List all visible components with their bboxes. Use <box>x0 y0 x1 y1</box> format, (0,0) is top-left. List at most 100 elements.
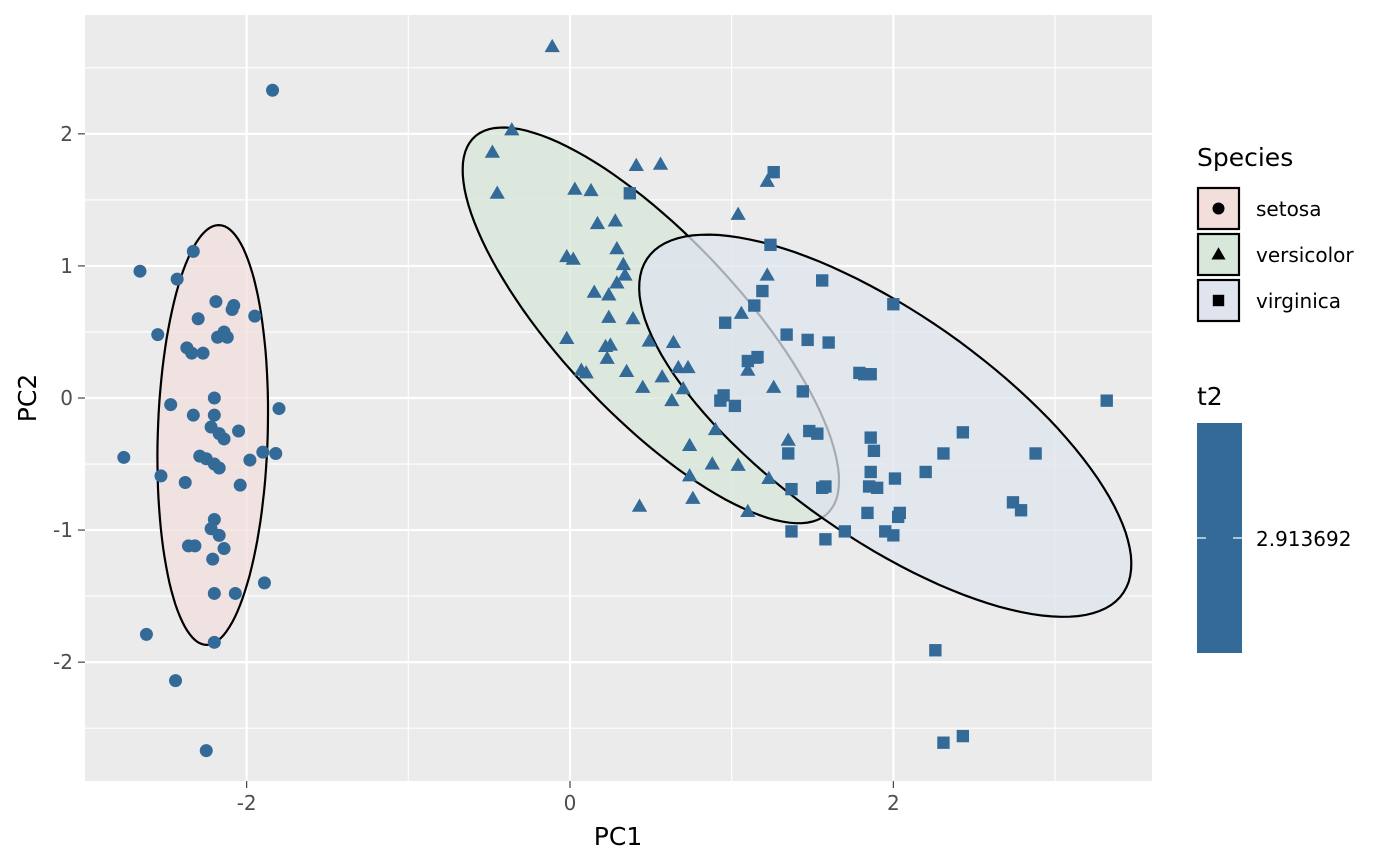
point-setosa <box>207 635 221 649</box>
point-virginica <box>892 510 905 524</box>
point-versicolor <box>586 284 602 298</box>
legend-species: Species setosa versicolor virginica <box>1196 143 1354 323</box>
point-setosa <box>257 576 271 590</box>
point-virginica <box>956 426 970 439</box>
point-setosa <box>117 450 131 464</box>
point-setosa <box>217 542 231 556</box>
point-versicolor <box>654 369 670 383</box>
point-setosa <box>212 461 226 475</box>
point-versicolor <box>631 498 648 512</box>
point-versicolor <box>599 350 615 364</box>
point-versicolor <box>641 333 657 347</box>
point-versicolor <box>628 157 644 172</box>
point-setosa <box>133 264 147 278</box>
point-setosa <box>164 398 178 412</box>
point-versicolor <box>617 267 633 281</box>
point-versicolor <box>567 181 583 195</box>
confidence-ellipses <box>156 126 1133 647</box>
point-versicolor <box>707 421 724 436</box>
point-versicolor <box>670 359 686 374</box>
point-versicolor <box>740 503 756 518</box>
point-virginica <box>816 481 829 494</box>
y-tick-label: 2 <box>60 122 73 146</box>
point-setosa <box>232 424 246 438</box>
y-axis-title: PC2 <box>13 374 42 422</box>
point-setosa <box>207 408 221 422</box>
point-setosa <box>233 478 247 492</box>
point-virginica <box>801 333 814 347</box>
point-setosa <box>225 303 239 317</box>
point-virginica <box>756 284 769 298</box>
point-virginica <box>767 165 780 179</box>
point-setosa <box>196 346 210 360</box>
point-setosa <box>207 391 221 405</box>
point-virginica <box>937 447 950 460</box>
point-setosa <box>269 446 283 460</box>
point-versicolor <box>685 490 701 504</box>
point-versicolor <box>740 362 756 376</box>
point-virginica <box>864 431 877 444</box>
point-virginica <box>867 444 881 458</box>
point-virginica <box>796 385 809 398</box>
point-versicolor <box>544 38 560 53</box>
point-setosa <box>228 586 242 600</box>
point-setosa <box>248 309 262 323</box>
point-setosa <box>169 674 183 688</box>
point-setosa <box>266 83 280 97</box>
legend-symbol-versicolor <box>1211 247 1226 260</box>
x-tick-label: 2 <box>887 791 900 815</box>
point-setosa <box>256 445 270 459</box>
point-versicolor <box>780 432 796 446</box>
x-tick-label: 0 <box>564 791 577 815</box>
legend-t2-title: t2 <box>1197 382 1223 411</box>
point-virginica <box>728 399 742 413</box>
point-versicolor <box>565 251 581 265</box>
x-tick-label: -2 <box>237 791 257 815</box>
y-tick-label: -2 <box>53 650 73 674</box>
point-setosa <box>211 330 225 344</box>
point-virginica <box>838 525 852 538</box>
point-virginica <box>887 298 900 311</box>
point-virginica <box>919 465 932 479</box>
point-virginica <box>819 533 832 546</box>
legend-t2: t2 2.913692 <box>1197 382 1351 653</box>
point-versicolor <box>766 379 782 393</box>
y-tick-label: 1 <box>60 254 73 278</box>
point-setosa <box>151 328 165 342</box>
ellipse-setosa <box>156 223 270 647</box>
point-virginica <box>887 529 900 542</box>
point-versicolor <box>625 310 641 325</box>
point-setosa <box>188 539 202 553</box>
point-virginica <box>937 736 950 749</box>
point-setosa <box>212 528 226 542</box>
legend-key-setosa <box>1196 186 1241 231</box>
point-setosa <box>220 330 234 344</box>
point-virginica <box>623 187 636 200</box>
point-virginica <box>1014 504 1028 517</box>
point-versicolor <box>601 309 617 323</box>
y-tick-label: 0 <box>60 386 73 410</box>
point-versicolor <box>618 363 635 378</box>
point-virginica <box>748 299 761 312</box>
point-versicolor <box>665 334 682 348</box>
point-versicolor <box>759 173 775 187</box>
point-virginica <box>714 394 727 407</box>
point-virginica <box>1100 394 1113 407</box>
x-axis-title: PC1 <box>594 822 642 851</box>
point-setosa <box>139 627 153 641</box>
point-setosa <box>272 402 286 416</box>
point-virginica <box>782 447 795 460</box>
point-versicolor <box>681 468 698 482</box>
point-setosa <box>154 469 168 483</box>
point-versicolor <box>504 122 520 136</box>
point-virginica <box>780 328 793 341</box>
point-versicolor <box>559 330 575 345</box>
legend-label-versicolor: versicolor <box>1256 243 1354 267</box>
point-setosa <box>243 453 257 467</box>
point-virginica <box>864 465 877 479</box>
point-virginica <box>811 427 824 440</box>
point-setosa <box>185 346 199 360</box>
point-virginica <box>861 506 874 520</box>
point-virginica <box>956 729 970 743</box>
legend-symbol-setosa <box>1212 202 1225 215</box>
